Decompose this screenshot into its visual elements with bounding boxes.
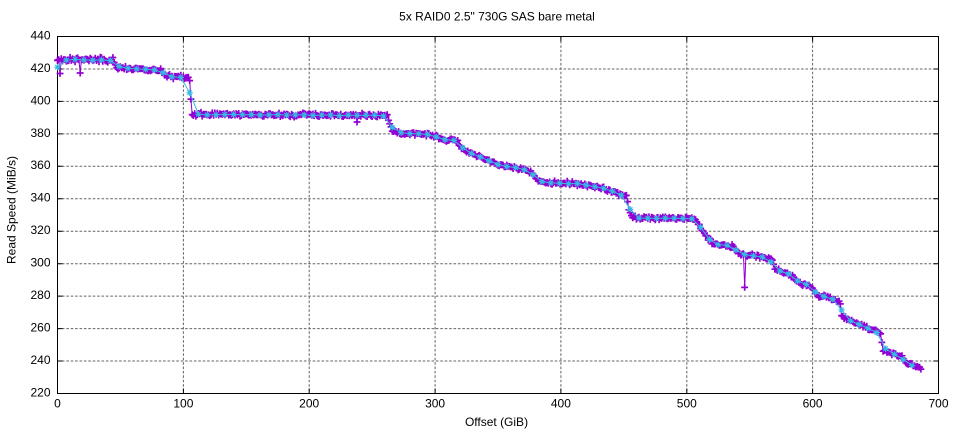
svg-text:300: 300 (30, 256, 50, 270)
svg-text:320: 320 (30, 223, 50, 237)
svg-text:5x RAID0 2.5" 730G SAS bare me: 5x RAID0 2.5" 730G SAS bare metal (399, 10, 595, 24)
svg-text:360: 360 (30, 158, 50, 172)
svg-text:Read Speed (MiB/s): Read Speed (MiB/s) (5, 156, 19, 264)
svg-text:200: 200 (299, 397, 319, 411)
svg-text:440: 440 (30, 28, 50, 42)
svg-text:400: 400 (30, 93, 50, 107)
svg-text:380: 380 (30, 126, 50, 140)
svg-text:Offset (GiB): Offset (GiB) (465, 415, 528, 429)
svg-text:420: 420 (30, 61, 50, 75)
svg-text:260: 260 (30, 321, 50, 335)
svg-text:280: 280 (30, 288, 50, 302)
svg-text:500: 500 (677, 397, 697, 411)
svg-text:700: 700 (928, 397, 948, 411)
svg-text:220: 220 (30, 385, 50, 399)
svg-text:0: 0 (54, 397, 61, 411)
svg-text:240: 240 (30, 353, 50, 367)
svg-text:600: 600 (803, 397, 823, 411)
svg-text:300: 300 (425, 397, 445, 411)
svg-text:100: 100 (173, 397, 193, 411)
svg-text:340: 340 (30, 191, 50, 205)
svg-text:400: 400 (551, 397, 571, 411)
